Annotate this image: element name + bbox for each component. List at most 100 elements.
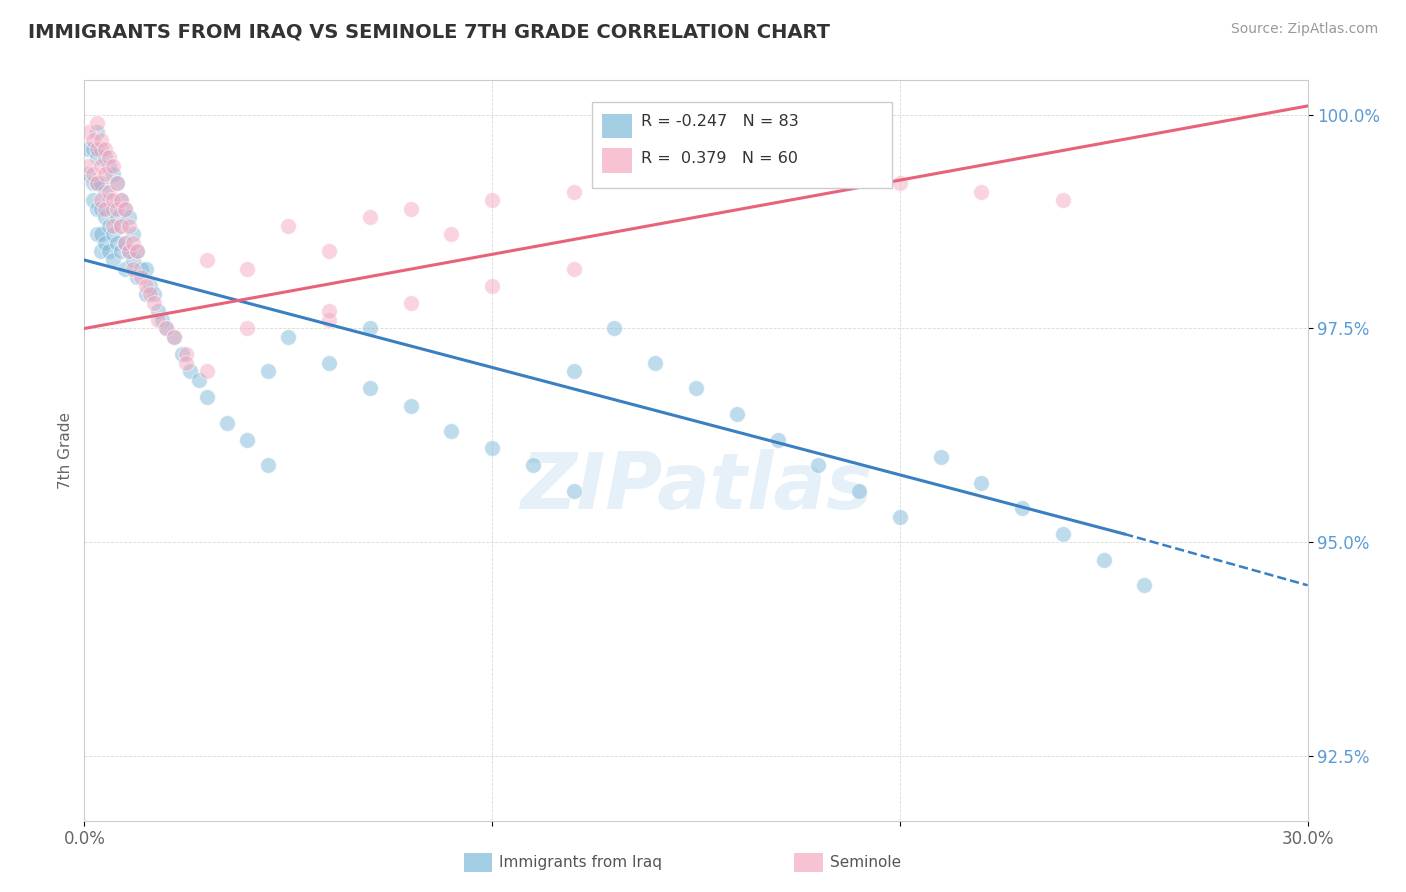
Point (146, 313, 169, 327)
Text: R = -0.247   N = 83: R = -0.247 N = 83 (641, 114, 799, 129)
Point (101, 202, 124, 216)
Point (97, 150, 120, 164)
Point (236, 321, 259, 335)
Point (105, 202, 128, 216)
Point (970, 475, 993, 490)
Point (766, 433, 789, 447)
Point (236, 261, 259, 276)
Point (685, 381, 707, 395)
Point (118, 211, 141, 225)
Point (86, 125, 108, 139)
Point (118, 244, 141, 259)
Point (90, 193, 112, 207)
Point (97, 193, 120, 207)
Point (359, 381, 381, 395)
Point (86, 227, 108, 242)
Point (101, 227, 124, 242)
Point (195, 390, 218, 404)
Point (725, 159, 748, 173)
Text: R =  0.379   N = 60: R = 0.379 N = 60 (641, 151, 799, 166)
Point (562, 261, 585, 276)
Point (97, 159, 120, 173)
Point (848, 484, 870, 499)
Point (155, 321, 177, 335)
Point (603, 321, 626, 335)
Point (101, 219, 124, 233)
Point (93, 150, 115, 164)
Point (257, 458, 280, 473)
Point (359, 321, 381, 335)
Point (399, 295, 422, 310)
Point (77, 125, 100, 139)
Point (1052, 527, 1074, 541)
Point (187, 373, 209, 387)
Point (86, 116, 108, 130)
Text: Immigrants from Iraq: Immigrants from Iraq (499, 855, 662, 870)
Point (114, 261, 136, 276)
Point (82, 142, 104, 156)
Point (440, 227, 463, 242)
Point (179, 364, 201, 378)
Point (440, 424, 463, 438)
Text: ZIPatlas: ZIPatlas (520, 450, 872, 525)
Point (82, 168, 104, 182)
Point (93, 202, 115, 216)
Point (86, 176, 108, 190)
Point (1011, 501, 1033, 516)
Point (90, 142, 112, 156)
Point (318, 304, 340, 318)
Point (118, 244, 141, 259)
Point (217, 416, 239, 430)
Point (1133, 578, 1156, 592)
Point (105, 211, 128, 225)
Point (90, 244, 112, 259)
Point (77, 168, 100, 182)
Point (118, 219, 141, 233)
Y-axis label: 7th Grade: 7th Grade (58, 412, 73, 489)
Point (122, 253, 145, 268)
Point (195, 253, 218, 268)
Point (562, 484, 585, 499)
Point (110, 193, 132, 207)
Point (359, 211, 381, 225)
Point (86, 150, 108, 164)
Point (399, 399, 422, 413)
Point (93, 142, 115, 156)
Point (101, 159, 124, 173)
Point (101, 253, 124, 268)
Point (172, 347, 194, 361)
Point (138, 278, 160, 293)
Point (127, 244, 149, 259)
Bar (602, 148, 633, 173)
Point (127, 244, 149, 259)
Point (318, 356, 340, 370)
Point (138, 287, 160, 301)
Point (114, 202, 136, 216)
Point (90, 202, 112, 216)
Point (135, 278, 157, 293)
Point (318, 244, 340, 259)
Point (86, 202, 108, 216)
Point (90, 159, 112, 173)
Point (101, 168, 124, 182)
Point (82, 176, 104, 190)
Point (105, 235, 128, 250)
Point (122, 235, 145, 250)
Point (131, 261, 153, 276)
Point (93, 168, 115, 182)
Point (399, 202, 422, 216)
Point (105, 176, 128, 190)
Point (90, 176, 112, 190)
Point (889, 176, 911, 190)
Point (889, 509, 911, 524)
Point (114, 235, 136, 250)
Point (150, 313, 173, 327)
Point (522, 458, 544, 473)
Point (195, 364, 218, 378)
Point (1092, 552, 1115, 566)
Point (481, 442, 503, 456)
Text: Seminole: Seminole (830, 855, 901, 870)
Point (155, 321, 177, 335)
Point (163, 330, 186, 344)
Point (110, 219, 132, 233)
